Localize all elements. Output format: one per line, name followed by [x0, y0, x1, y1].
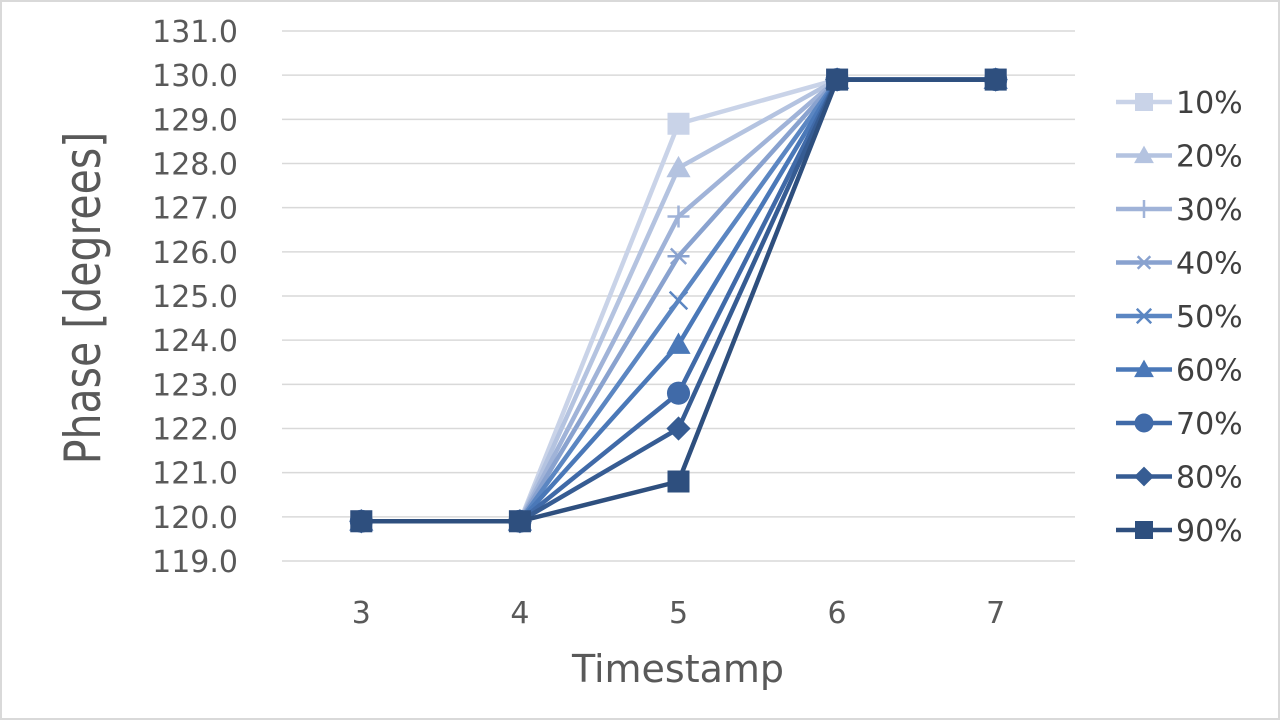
legend-marker: [1134, 359, 1154, 378]
y-tick-label: 125.0: [152, 280, 238, 315]
legend-item: 30%: [1116, 193, 1243, 228]
y-axis-label: Phase [degrees]: [54, 132, 112, 464]
y-tick-label: 122.0: [152, 413, 238, 448]
y-tick-label: 129.0: [152, 103, 238, 138]
series-50-pct: [351, 69, 1006, 531]
data-point-marker: [667, 470, 690, 493]
y-tick-label: 128.0: [152, 148, 238, 183]
legend-marker: [1135, 521, 1153, 539]
x-axis-label: Timestamp: [571, 647, 784, 691]
x-tick-label: 4: [510, 596, 529, 631]
legend-item: 80%: [1116, 461, 1243, 496]
y-tick-label: 121.0: [152, 457, 238, 492]
legend-item: 50%: [1116, 300, 1243, 335]
legend-item: 90%: [1116, 514, 1243, 549]
legend-item: 60%: [1116, 354, 1243, 389]
legend-marker: [1135, 307, 1153, 325]
data-point-marker: [667, 205, 690, 228]
data-point-marker: [666, 381, 691, 405]
x-tick-label: 7: [986, 596, 1005, 631]
legend-label: 30%: [1176, 193, 1243, 228]
data-point-marker: [667, 112, 690, 135]
legend-marker: [1134, 145, 1154, 164]
legend-marker: [1135, 255, 1153, 270]
legend-item: 20%: [1116, 140, 1243, 175]
legend-label: 70%: [1176, 407, 1243, 442]
data-point-marker: [984, 68, 1007, 91]
y-tick-label: 123.0: [152, 368, 238, 403]
legend-label: 90%: [1176, 514, 1243, 549]
legend-item: 40%: [1116, 247, 1243, 282]
data-point-marker: [508, 510, 531, 533]
y-tick-label: 127.0: [152, 192, 238, 227]
legend-marker: [1134, 466, 1154, 487]
data-point-marker: [666, 416, 691, 441]
series-lines: [349, 67, 1008, 534]
data-point-marker: [668, 290, 689, 311]
legend-label: 50%: [1176, 300, 1243, 335]
data-point-marker: [350, 510, 373, 533]
legend-item: 10%: [1116, 86, 1243, 121]
x-tick-label: 6: [828, 596, 847, 631]
legend-label: 40%: [1176, 247, 1243, 282]
data-point-marker: [666, 155, 691, 178]
gridlines: [282, 30, 1075, 562]
legend: 10% 20% 30% 40% 50% 60% 70% 80% 90%: [1116, 86, 1243, 549]
legend-label: 80%: [1176, 461, 1243, 496]
y-tick-label: 124.0: [152, 324, 238, 359]
data-point-marker: [826, 68, 849, 91]
y-tick-label: 130.0: [152, 59, 238, 94]
y-tick-label: 126.0: [152, 236, 238, 271]
x-tick-label: 3: [352, 596, 371, 631]
series-90-pct: [350, 68, 1007, 533]
data-point-marker: [666, 332, 691, 354]
legend-item: 70%: [1116, 407, 1243, 442]
y-tick-labels: 119.0 120.0 121.0 122.0 123.0 124.0 125.0 126.0…: [152, 15, 238, 580]
legend-marker: [1134, 413, 1154, 433]
legend-marker: [1135, 93, 1153, 111]
legend-marker: [1135, 200, 1153, 218]
y-tick-label: 119.0: [152, 545, 238, 580]
legend-label: 10%: [1176, 86, 1243, 121]
x-tick-labels: 3 4 5 6 7: [352, 596, 1005, 631]
y-tick-label: 131.0: [152, 15, 238, 50]
data-point-marker: [667, 247, 690, 265]
x-tick-label: 5: [669, 596, 688, 631]
legend-label: 60%: [1176, 354, 1243, 389]
legend-label: 20%: [1176, 140, 1243, 175]
y-tick-label: 120.0: [152, 501, 238, 536]
